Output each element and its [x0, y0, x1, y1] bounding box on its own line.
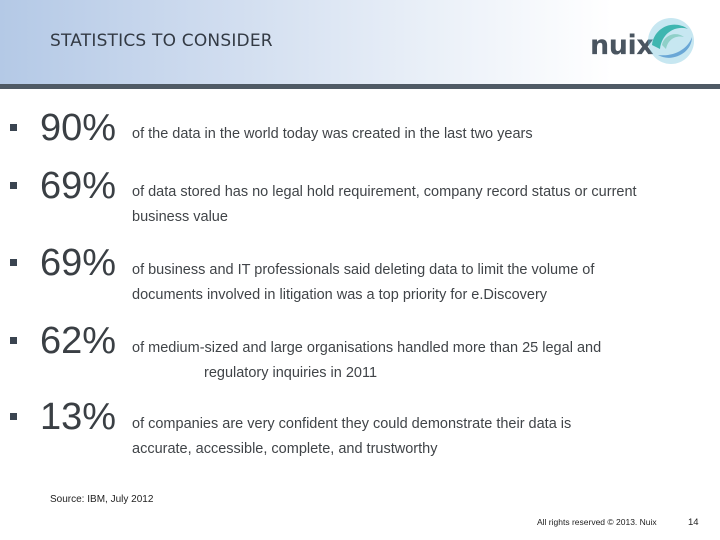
- stat-description-line1: of medium-sized and large organisations …: [132, 340, 602, 356]
- header-band: STATISTICS TO CONSIDER nuix: [0, 0, 720, 84]
- copyright-notice: All rights reserved © 2013. Nuix: [537, 517, 657, 527]
- stat-description: of the data in the world today was creat…: [132, 122, 702, 147]
- stat-description-line1: of companies are very confident they cou…: [132, 416, 572, 432]
- slide-title: STATISTICS TO CONSIDER: [50, 31, 273, 51]
- stat-percent: 90%: [40, 107, 117, 149]
- stat-description-line2: regulatory inquiries in 2011: [204, 365, 378, 381]
- stat-description-line1: of business and IT professionals said de…: [132, 262, 595, 278]
- stat-description-line2: documents involved in litigation was a t…: [132, 287, 548, 303]
- stat-percent: 13%: [40, 396, 117, 438]
- stat-description-line2: accurate, accessible, complete, and trus…: [132, 441, 438, 457]
- header-divider: [0, 84, 720, 89]
- square-bullet-icon: [10, 124, 17, 131]
- nuix-logo: nuix: [588, 15, 698, 67]
- square-bullet-icon: [10, 413, 17, 420]
- stat-description-line1: of data stored has no legal hold require…: [132, 184, 637, 200]
- logo-text: nuix: [590, 30, 654, 61]
- stat-percent: 69%: [40, 165, 117, 207]
- stat-description: of data stored has no legal hold require…: [132, 180, 702, 230]
- stat-description-line1: of the data in the world today was creat…: [132, 126, 533, 142]
- stat-description: of companies are very confident they cou…: [132, 412, 702, 462]
- stat-percent: 69%: [40, 242, 117, 284]
- square-bullet-icon: [10, 337, 17, 344]
- nuix-swirl-logo-icon: [648, 18, 694, 64]
- stat-percent: 62%: [40, 320, 117, 362]
- source-note: Source: IBM, July 2012: [50, 494, 154, 505]
- square-bullet-icon: [10, 259, 17, 266]
- stat-description: of business and IT professionals said de…: [132, 258, 702, 308]
- stat-description: of medium-sized and large organisations …: [132, 336, 702, 386]
- square-bullet-icon: [10, 182, 17, 189]
- stat-description-line2: business value: [132, 209, 228, 225]
- page-number: 14: [688, 517, 699, 528]
